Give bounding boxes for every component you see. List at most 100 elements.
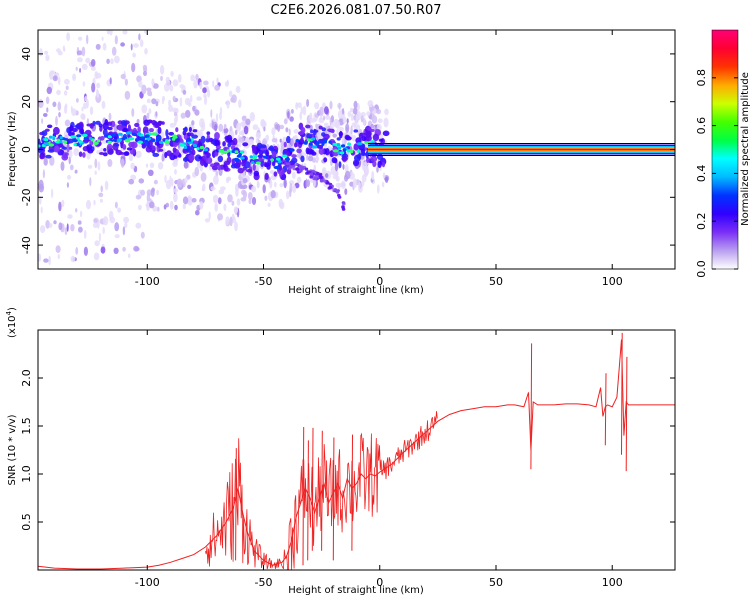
carrier-blob xyxy=(356,149,360,153)
noise-blob xyxy=(66,223,69,232)
noise-blob xyxy=(231,213,235,220)
x-tick-label: -100 xyxy=(135,275,160,288)
core-blob xyxy=(102,128,108,136)
core-blob xyxy=(331,157,338,164)
noise-blob xyxy=(49,156,55,166)
noise-blob xyxy=(226,99,230,109)
secondary-blob xyxy=(289,165,294,169)
noise-blob xyxy=(211,120,214,130)
core-blob xyxy=(122,144,127,150)
noise-blob xyxy=(139,39,144,48)
noise-blob xyxy=(130,43,133,51)
core-blob xyxy=(165,129,169,137)
noise-blob xyxy=(149,201,155,209)
noise-blob xyxy=(114,55,120,64)
noise-blob xyxy=(77,220,82,225)
carrier-blob xyxy=(52,137,56,141)
carrier-blob xyxy=(155,138,160,142)
noise-blob xyxy=(214,84,221,91)
carrier-blob xyxy=(332,142,338,146)
core-blob xyxy=(338,130,343,139)
carrier-blob xyxy=(151,132,157,136)
core-blob xyxy=(192,129,198,133)
noise-blob xyxy=(291,109,294,114)
y-tick-label: 40 xyxy=(20,47,33,61)
noise-blob xyxy=(101,139,108,144)
carrier-blob xyxy=(137,140,144,144)
carrier-blob xyxy=(38,144,41,148)
core-blob xyxy=(149,145,156,153)
noise-blob xyxy=(79,210,83,218)
carrier-blob xyxy=(308,142,313,146)
noise-blob xyxy=(325,115,331,120)
noise-blob xyxy=(68,156,71,165)
noise-blob xyxy=(83,229,87,239)
core-blob xyxy=(191,149,196,156)
noise-blob xyxy=(231,200,235,206)
snr-multiplier-label: (x104) xyxy=(5,307,18,338)
noise-blob xyxy=(383,117,389,128)
noise-blob xyxy=(353,115,356,121)
carrier-blob xyxy=(277,160,282,164)
carrier-blob xyxy=(59,140,63,144)
noise-blob xyxy=(212,80,215,88)
core-blob xyxy=(271,151,277,158)
noise-blob xyxy=(140,189,146,196)
colorbar: 0.0 0.2 0.4 0.6 0.8 Normalized spectral ampl… xyxy=(695,29,750,278)
noise-blob xyxy=(81,46,86,57)
noise-blob xyxy=(123,216,129,224)
core-blob xyxy=(327,128,333,132)
colorbar-ticks: 0.0 0.2 0.4 0.6 0.8 xyxy=(695,69,738,278)
noise-blob xyxy=(361,174,367,183)
core-blob xyxy=(232,137,238,146)
noise-blob xyxy=(182,89,187,95)
noise-blob xyxy=(135,222,142,229)
carrier-blob xyxy=(233,157,239,161)
carrier-blob xyxy=(144,139,148,143)
secondary-blob xyxy=(318,176,323,180)
noise-blob xyxy=(94,71,99,80)
carrier-blob xyxy=(321,142,325,146)
noise-blob xyxy=(210,186,216,191)
core-blob xyxy=(282,151,286,156)
carrier-blob xyxy=(349,150,354,154)
noise-blob xyxy=(184,177,188,184)
snr-y-ticks: 0.5 1.0 1.5 2.0 xyxy=(20,369,675,531)
secondary-blob xyxy=(295,167,300,171)
noise-blob xyxy=(344,170,351,180)
noise-blob xyxy=(122,30,128,35)
core-blob xyxy=(39,153,44,160)
noise-blob xyxy=(323,115,326,121)
noise-blob xyxy=(81,113,86,121)
noise-blob xyxy=(309,112,313,123)
carrier-blob xyxy=(270,158,275,162)
noise-blob xyxy=(193,79,198,89)
noise-blob xyxy=(106,58,110,64)
carrier-blob xyxy=(342,148,347,152)
core-blob xyxy=(257,158,265,161)
noise-blob xyxy=(217,213,223,221)
noise-blob xyxy=(94,158,98,169)
carrier-blob xyxy=(179,142,183,146)
noise-blob xyxy=(287,111,290,119)
noise-blob xyxy=(223,123,227,130)
noise-blob xyxy=(285,127,289,133)
core-blob xyxy=(107,121,113,126)
core-blob xyxy=(307,148,313,155)
noise-blob xyxy=(371,170,375,181)
noise-blob xyxy=(76,98,79,103)
noise-blob xyxy=(153,179,158,185)
core-blob xyxy=(107,126,113,131)
core-blob xyxy=(199,158,205,166)
secondary-blob xyxy=(285,162,290,166)
noise-blob xyxy=(338,126,344,132)
core-blob xyxy=(217,155,224,163)
noise-blob xyxy=(293,129,299,134)
snr-spike xyxy=(311,427,314,551)
core-blob xyxy=(166,150,172,157)
noise-blob xyxy=(247,192,253,200)
noise-blob xyxy=(347,111,352,118)
noise-blob xyxy=(170,70,174,77)
noise-blob xyxy=(363,117,366,126)
carrier-blob xyxy=(83,136,89,140)
